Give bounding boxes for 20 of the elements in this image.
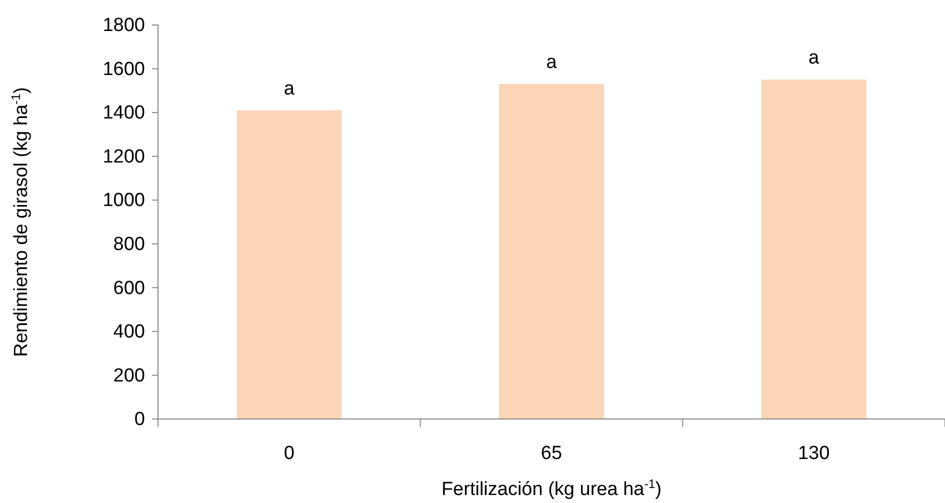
y-tick-label: 1600 [102, 58, 145, 80]
bar [761, 80, 866, 419]
y-tick-label: 400 [113, 322, 145, 343]
x-axis-title: Fertilización (kg urea ha$^{-1}$) [441, 477, 662, 500]
y-tick-label: 1200 [102, 146, 145, 168]
x-tick-label: 0 [284, 443, 294, 464]
y-tick-label: 800 [113, 234, 145, 255]
y-tick-label: 1800 [102, 15, 145, 36]
y-tick-label: 600 [113, 278, 145, 299]
bar [499, 84, 604, 419]
annotation: a [808, 48, 820, 69]
y-tick-label: 1400 [102, 102, 145, 124]
annotation: a [284, 78, 295, 100]
y-tick-label: 1000 [102, 190, 145, 212]
bar [236, 110, 342, 419]
y-tick-label: 0 [134, 409, 145, 430]
x-tick-label: 65 [540, 443, 562, 464]
annotation: a [546, 52, 558, 74]
x-tick-label: 130 [798, 443, 830, 464]
y-tick-label: 200 [113, 365, 145, 386]
